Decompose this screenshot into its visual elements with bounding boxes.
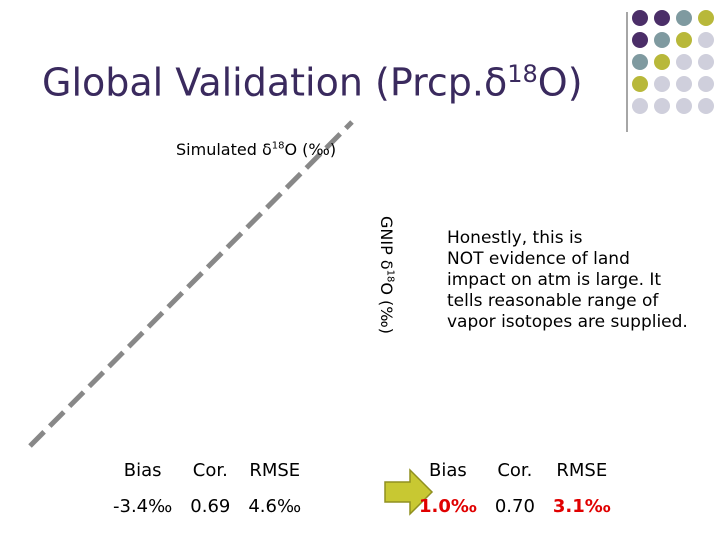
dot xyxy=(632,98,648,114)
dot xyxy=(632,76,648,92)
dot xyxy=(632,32,648,48)
cell: RMSE xyxy=(556,459,608,481)
title: Global Validation (Prcp.δ18O) xyxy=(42,60,583,105)
dot xyxy=(654,54,670,70)
note: Honestly, this is NOT evidence of land i… xyxy=(447,228,688,333)
dot xyxy=(698,98,714,114)
note-line: vapor isotopes are supplied. xyxy=(447,312,688,332)
label-text: Simulated δ xyxy=(176,140,272,159)
dot xyxy=(676,76,692,92)
dot xyxy=(632,54,648,70)
dot xyxy=(698,10,714,26)
cell: 0.69 xyxy=(190,495,231,517)
title-text: O) xyxy=(537,60,583,105)
note-line: Honestly, this is xyxy=(447,228,583,248)
title-sup: 18 xyxy=(507,60,538,88)
dot xyxy=(698,76,714,92)
title-text: Global Validation (Prcp.δ xyxy=(42,60,508,105)
table-right: Bias Cor. RMSE 1.0‰ 0.70 3.1‰ xyxy=(410,452,620,524)
cell: Cor. xyxy=(497,459,533,481)
cell: Bias xyxy=(123,459,162,481)
dot xyxy=(698,32,714,48)
cell: -3.4‰ xyxy=(113,495,173,517)
dot xyxy=(676,10,692,26)
cell: Bias xyxy=(429,459,467,481)
label-text: O (‰) xyxy=(377,282,396,334)
dot xyxy=(632,10,648,26)
dot xyxy=(676,98,692,114)
y-label: GNIP δ18O (‰) xyxy=(377,216,396,334)
label-text: GNIP δ xyxy=(377,216,396,270)
dot xyxy=(676,54,692,70)
arrow xyxy=(384,468,434,516)
cell: 3.1‰ xyxy=(552,495,611,517)
cell: Cor. xyxy=(192,459,228,481)
dot xyxy=(654,98,670,114)
label-text: O (‰) xyxy=(284,140,337,159)
note-line: tells reasonable range of xyxy=(447,291,659,311)
dot xyxy=(654,32,670,48)
cell: 1.0‰ xyxy=(419,495,477,517)
label-sup: 18 xyxy=(271,140,285,152)
note-line: NOT evidence of land xyxy=(447,249,630,269)
note-line: impact on atm is large. It xyxy=(447,270,662,290)
dot xyxy=(698,54,714,70)
x-label: Simulated δ18O (‰) xyxy=(176,140,336,159)
dot xyxy=(654,76,670,92)
cell: 0.70 xyxy=(494,495,535,517)
dot xyxy=(654,10,670,26)
label-sup: 18 xyxy=(384,269,396,283)
table-left: Bias Cor. RMSE -3.4‰ 0.69 4.6‰ xyxy=(104,452,310,524)
cell: 4.6‰ xyxy=(248,495,302,517)
cell: RMSE xyxy=(249,459,301,481)
dot-grid xyxy=(632,10,714,114)
dot xyxy=(676,32,692,48)
diagonal-line xyxy=(28,120,354,448)
